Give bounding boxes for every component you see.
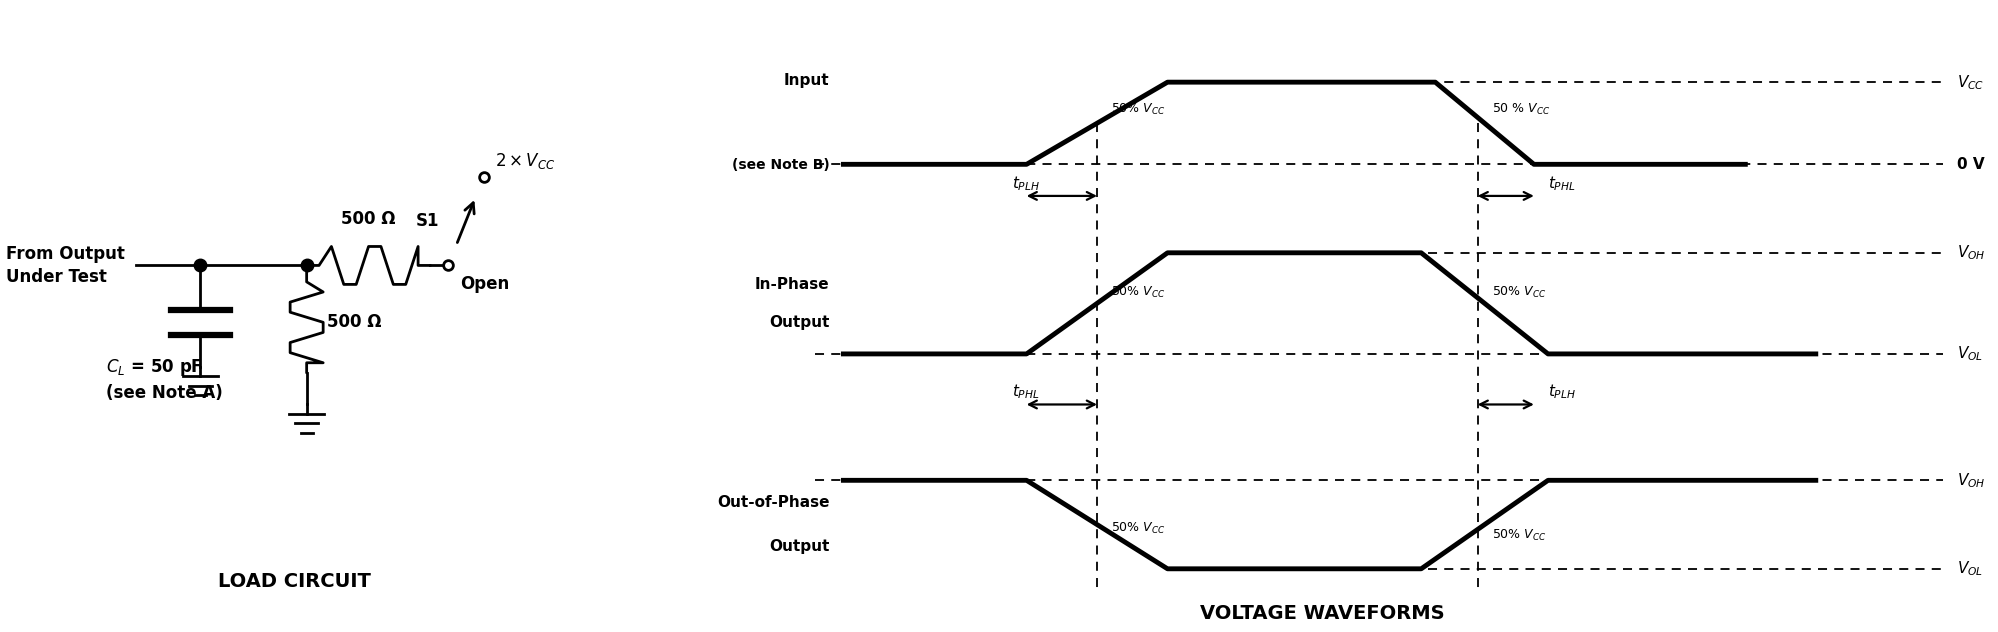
Text: From Output
Under Test: From Output Under Test bbox=[6, 245, 124, 286]
Text: Input: Input bbox=[783, 73, 829, 88]
Text: Output: Output bbox=[769, 539, 829, 554]
Text: 500 Ω: 500 Ω bbox=[328, 313, 382, 331]
Text: $V_{OH}$: $V_{OH}$ bbox=[1956, 243, 1984, 262]
Text: $C_L$ = 50 pF
(see Note A): $C_L$ = 50 pF (see Note A) bbox=[106, 357, 224, 401]
Text: $50\ \%\ V_{CC}$: $50\ \%\ V_{CC}$ bbox=[1491, 102, 1550, 117]
Text: $50\%\ V_{CC}$: $50\%\ V_{CC}$ bbox=[1111, 521, 1165, 537]
Text: $V_{OL}$: $V_{OL}$ bbox=[1956, 344, 1982, 363]
Text: 0 V: 0 V bbox=[1956, 157, 1984, 172]
Text: 500 Ω: 500 Ω bbox=[342, 210, 396, 228]
Text: Output: Output bbox=[769, 315, 829, 330]
Text: Out-of-Phase: Out-of-Phase bbox=[717, 495, 829, 510]
Text: $t_{PLH}$: $t_{PLH}$ bbox=[1011, 174, 1041, 193]
Text: (see Note B): (see Note B) bbox=[731, 158, 829, 172]
Text: VOLTAGE WAVEFORMS: VOLTAGE WAVEFORMS bbox=[1199, 604, 1445, 623]
Text: $V_{OH}$: $V_{OH}$ bbox=[1956, 471, 1984, 490]
Text: In-Phase: In-Phase bbox=[755, 277, 829, 292]
Text: $2 \times V_{CC}$: $2 \times V_{CC}$ bbox=[496, 150, 555, 171]
Text: $t_{PLH}$: $t_{PLH}$ bbox=[1546, 382, 1574, 401]
Text: $V_{OL}$: $V_{OL}$ bbox=[1956, 559, 1982, 578]
Text: $50\%\ V_{CC}$: $50\%\ V_{CC}$ bbox=[1111, 285, 1165, 300]
Text: $50\%\ V_{CC}$: $50\%\ V_{CC}$ bbox=[1491, 528, 1546, 543]
Text: $t_{PHL}$: $t_{PHL}$ bbox=[1546, 174, 1574, 193]
Text: $V_{CC}$: $V_{CC}$ bbox=[1956, 73, 1982, 92]
Text: $t_{PHL}$: $t_{PHL}$ bbox=[1011, 382, 1039, 401]
Text: Open: Open bbox=[460, 275, 509, 293]
Text: S1: S1 bbox=[416, 212, 440, 230]
Text: $50\%\ V_{CC}$: $50\%\ V_{CC}$ bbox=[1491, 285, 1546, 300]
Text: LOAD CIRCUIT: LOAD CIRCUIT bbox=[218, 572, 372, 591]
Text: $50\%\ V_{CC}$: $50\%\ V_{CC}$ bbox=[1111, 102, 1165, 117]
